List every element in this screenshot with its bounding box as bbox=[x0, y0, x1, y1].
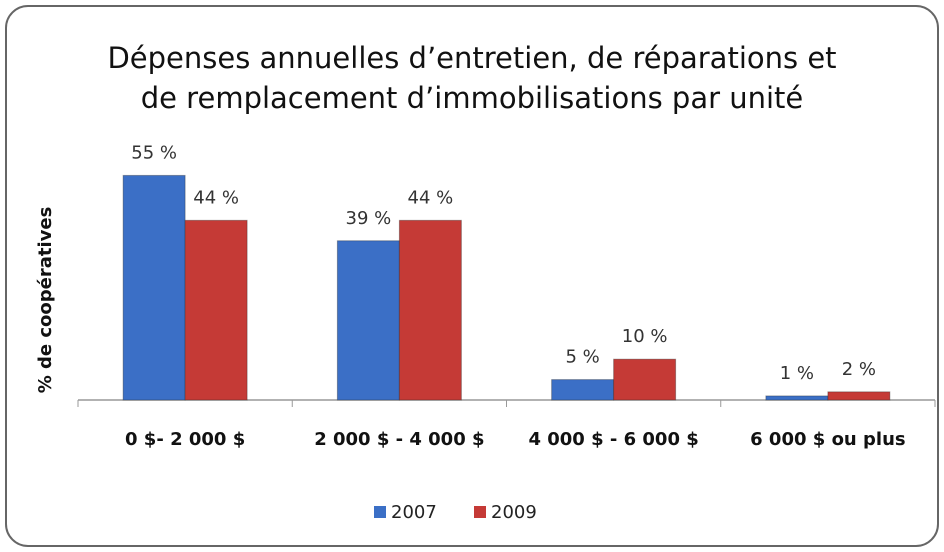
data-label: 44 % bbox=[408, 187, 454, 208]
data-label: 39 % bbox=[346, 208, 392, 229]
chart-subtitle: de remplacement d’immobilisations par un… bbox=[141, 81, 804, 115]
chart-frame bbox=[5, 5, 939, 547]
data-label: 2 % bbox=[842, 359, 876, 380]
legend-swatch bbox=[474, 506, 486, 518]
legend-swatch bbox=[374, 506, 386, 518]
bar bbox=[336, 240, 400, 401]
data-label: 55 % bbox=[131, 142, 177, 163]
data-label: 44 % bbox=[193, 187, 239, 208]
x-tick-label: 6 000 $ ou plus bbox=[750, 429, 905, 450]
data-label: 5 % bbox=[565, 347, 599, 368]
x-tick-label: 2 000 $ - 4 000 $ bbox=[314, 429, 484, 450]
bar bbox=[551, 379, 615, 401]
y-axis-label: % de coopératives bbox=[35, 207, 56, 394]
legend-label: 2007 bbox=[391, 502, 437, 523]
x-tick-label: 4 000 $ - 6 000 $ bbox=[528, 429, 698, 450]
legend-label: 2009 bbox=[491, 502, 537, 523]
x-tick-label: 0 $- 2 000 $ bbox=[125, 429, 245, 450]
data-label: 10 % bbox=[622, 326, 668, 347]
data-label: 1 % bbox=[780, 363, 814, 384]
bar bbox=[122, 174, 186, 401]
bar bbox=[613, 358, 677, 401]
bar bbox=[184, 219, 248, 401]
bar bbox=[765, 395, 829, 401]
bar bbox=[827, 391, 891, 401]
bar bbox=[398, 219, 462, 401]
chart-title: Dépenses annuelles d’entretien, de répar… bbox=[107, 41, 836, 75]
